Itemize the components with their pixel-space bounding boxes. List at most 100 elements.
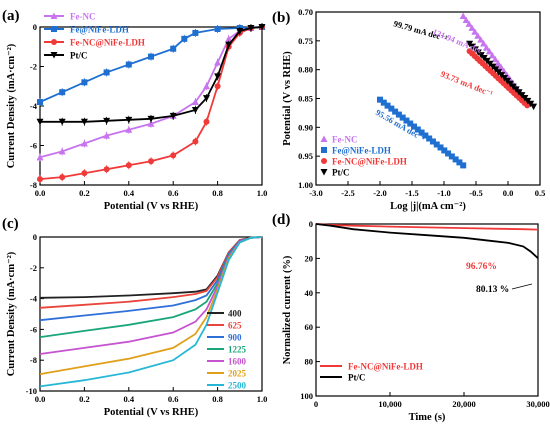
legend-label: Pt/C xyxy=(348,373,366,383)
x-axis-label: Time (s) xyxy=(409,412,446,423)
series-line xyxy=(40,26,263,123)
data-point xyxy=(414,126,421,133)
panel-label: (b) xyxy=(272,10,290,26)
data-point xyxy=(494,59,502,67)
data-point xyxy=(191,106,199,114)
data-point xyxy=(380,99,387,106)
data-point xyxy=(411,123,418,130)
data-point xyxy=(482,43,490,51)
legend-marker xyxy=(320,135,328,142)
data-point xyxy=(37,99,43,106)
series-fe-nc-nife-ldh xyxy=(466,48,531,109)
data-point xyxy=(59,89,66,96)
data-point xyxy=(377,96,383,103)
series-line xyxy=(315,223,539,231)
data-point xyxy=(462,16,470,23)
legend-marker xyxy=(51,39,57,45)
data-point xyxy=(497,63,505,71)
series-pt-c xyxy=(466,40,538,111)
data-point xyxy=(125,61,132,68)
data-point xyxy=(459,12,467,20)
x-tick-label: 30,000 xyxy=(526,399,549,409)
series-fe-nife-ldh xyxy=(37,23,265,107)
legend-label: Pt/C xyxy=(70,51,88,61)
x-tick-label: -2.5 xyxy=(341,188,354,198)
x-tick-label: -2.0 xyxy=(373,188,386,198)
data-point xyxy=(247,24,255,32)
data-point xyxy=(103,69,110,76)
data-point xyxy=(456,159,463,166)
data-point xyxy=(407,120,414,127)
series-2500 xyxy=(39,236,263,388)
data-point xyxy=(441,147,448,154)
data-point xyxy=(399,114,406,121)
legend-label: 625 xyxy=(228,321,242,331)
data-point xyxy=(485,47,493,55)
data-point xyxy=(471,28,479,35)
data-point xyxy=(214,25,221,32)
y-tick-label: 0 xyxy=(33,22,37,32)
data-point xyxy=(125,116,133,124)
data-point xyxy=(103,166,110,173)
x-tick-label: 0.4 xyxy=(123,394,134,404)
y-tick-label: 60 xyxy=(305,322,314,332)
legend-label: Pt/C xyxy=(332,168,350,178)
legend-label: 1600 xyxy=(228,357,247,367)
data-point xyxy=(477,36,485,43)
y-axis-label: Potential (V vs RHE) xyxy=(282,51,293,146)
data-point xyxy=(488,51,496,59)
data-point xyxy=(80,118,88,126)
data-point xyxy=(58,118,66,126)
data-point xyxy=(236,27,244,35)
data-point xyxy=(524,102,531,109)
x-tick-label: -0.5 xyxy=(469,188,482,198)
x-tick-label: 0.6 xyxy=(168,188,179,198)
data-point xyxy=(148,53,154,60)
legend-label: Fe-NC@NiFe-LDH xyxy=(70,38,145,48)
chart-panel-1: (a) 0.0 0.2 0.4 0.6 0.8 1.0 0 -2 -4 -6 -8 Potential … xyxy=(2,8,267,212)
chart-panel-4: (d) 0 10,000 20,000 30,000 0 20 40 60 80 100 Time (… xyxy=(272,212,550,423)
data-point xyxy=(384,102,391,109)
x-tick-label: 0 xyxy=(314,399,318,409)
data-point xyxy=(530,103,538,111)
y-tick-label: 0.70 xyxy=(298,7,313,17)
x-tick-label: 0.6 xyxy=(168,394,179,404)
data-point xyxy=(392,108,399,115)
x-tick-label: 1.0 xyxy=(257,394,268,404)
x-tick-label: 10,000 xyxy=(378,399,401,409)
data-point xyxy=(59,174,66,181)
data-point xyxy=(445,150,452,157)
x-tick-label: 0.4 xyxy=(123,188,134,198)
x-tick-label: -1.0 xyxy=(437,188,450,198)
data-point xyxy=(429,138,436,145)
legend-marker xyxy=(321,158,327,164)
legend-label: 1225 xyxy=(228,345,247,355)
annotation-leader xyxy=(511,283,533,290)
data-point xyxy=(148,158,154,165)
data-point xyxy=(433,141,440,148)
x-tick-label: 1.0 xyxy=(257,188,268,198)
data-point xyxy=(258,24,266,31)
y-tick-label: -8 xyxy=(30,355,37,365)
data-point xyxy=(448,153,455,160)
data-point xyxy=(147,120,155,127)
series-pt-c xyxy=(315,223,539,259)
x-tick-label: 0.8 xyxy=(212,394,223,404)
data-point xyxy=(225,35,233,42)
data-point xyxy=(395,111,402,118)
series-fe-nife-ldh xyxy=(377,96,467,169)
y-tick-label: 0 xyxy=(309,219,313,229)
x-tick-label: 0.0 xyxy=(35,188,46,198)
legend-marker xyxy=(50,52,58,59)
data-point xyxy=(36,118,44,126)
y-tick-label: 0.90 xyxy=(298,122,313,132)
data-point xyxy=(192,29,199,36)
x-axis-label: Log |j|(mA cm⁻²) xyxy=(390,201,466,212)
data-point xyxy=(203,95,210,102)
data-point xyxy=(465,20,473,27)
data-point xyxy=(474,32,482,39)
y-tick-label: -2 xyxy=(30,62,37,72)
data-point xyxy=(169,112,177,120)
y-tick-label: 80 xyxy=(305,357,314,367)
data-point xyxy=(103,132,111,139)
